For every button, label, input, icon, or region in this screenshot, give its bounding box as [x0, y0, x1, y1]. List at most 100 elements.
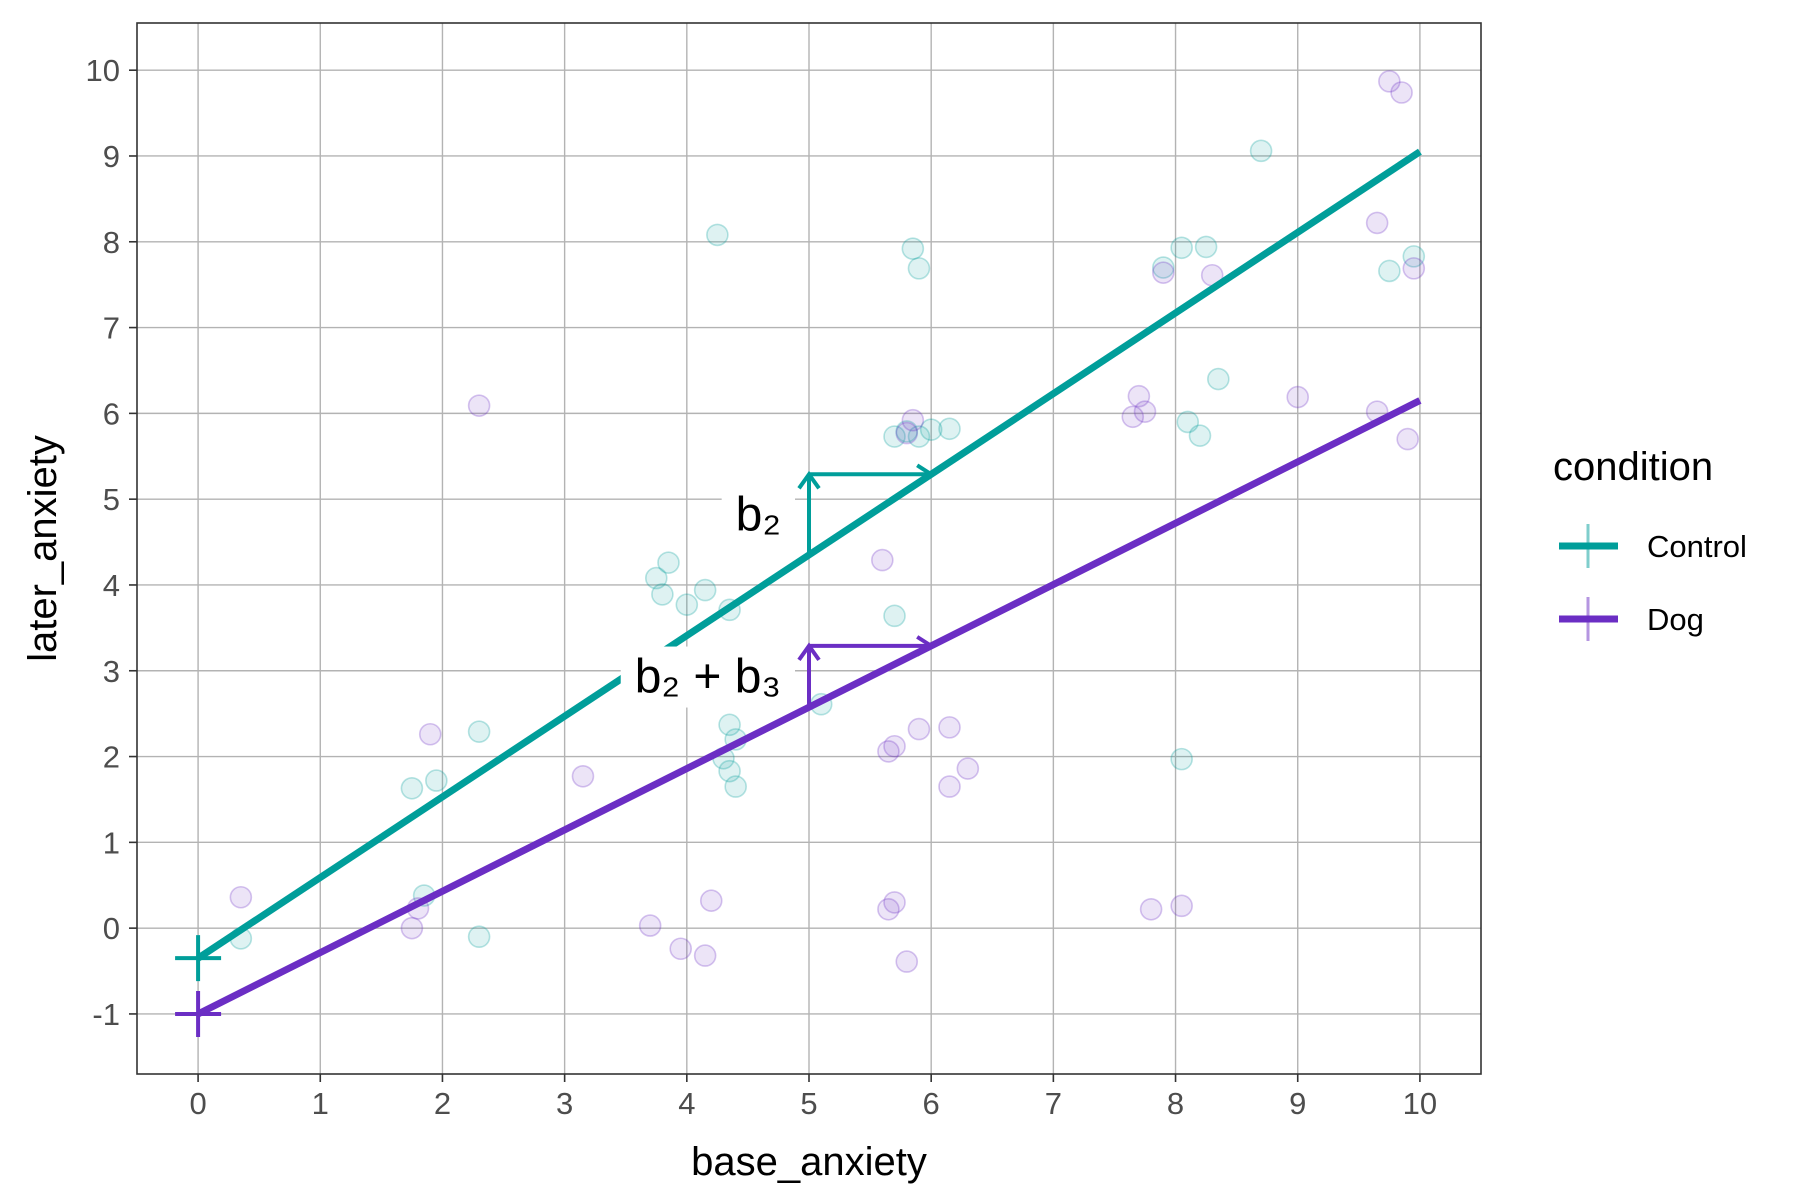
coefficient-annotations: b₂ b₂ + b₃	[620, 463, 935, 708]
data-point-control	[1402, 245, 1426, 268]
data-point-control	[907, 425, 931, 448]
legend-label: Control	[1647, 529, 1747, 564]
data-point-dog	[938, 716, 961, 739]
x-tick-label: 2	[434, 1086, 451, 1121]
data-point-control	[657, 551, 680, 574]
y-tick-label: 7	[103, 311, 120, 346]
data-point-dog	[699, 889, 723, 912]
data-point-control	[1170, 236, 1193, 260]
data-point-control	[1170, 747, 1193, 771]
data-point-control	[919, 418, 943, 441]
data-point-control	[938, 417, 961, 441]
data-point-control	[706, 223, 729, 247]
x-tick-label: 5	[800, 1086, 817, 1121]
data-point-dog	[895, 421, 919, 445]
x-tick-labels: 0 1 2 3 4 5 6 7 8 9 10	[189, 1086, 1437, 1121]
data-point-control	[718, 759, 741, 783]
y-tick-label: 1	[103, 825, 120, 860]
legend-title: condition	[1553, 445, 1713, 489]
data-point-control	[467, 720, 491, 743]
annotation-label: b₂ + b₃	[635, 651, 781, 704]
data-point-control	[718, 713, 741, 737]
data-point-control	[907, 257, 931, 280]
data-point-dog	[1286, 385, 1310, 409]
data-point-dog	[883, 734, 906, 758]
annotation-label: b₂	[736, 489, 781, 542]
data-point-dog	[956, 757, 980, 780]
annotation-label-background	[721, 484, 795, 546]
data-point-control	[651, 583, 674, 606]
data-point-control	[724, 775, 747, 798]
x-tick-label: 3	[556, 1086, 573, 1121]
data-point-dog	[1365, 211, 1389, 235]
data-point-dog	[1127, 384, 1151, 408]
data-point-dog	[871, 548, 894, 572]
data-point-dog	[638, 914, 662, 937]
data-point-dog	[467, 394, 491, 417]
x-axis-title: base_anxiety	[691, 1140, 927, 1184]
grid-lines	[137, 23, 1481, 1074]
y-axis-title: later_anxiety	[21, 435, 65, 662]
data-point-control	[400, 776, 424, 800]
data-point-control	[895, 420, 919, 443]
data-points	[229, 70, 1426, 973]
data-point-dog	[895, 950, 919, 973]
data-point-dog	[229, 885, 253, 909]
data-point-dog	[1152, 261, 1175, 284]
annotation-label-group: b₂	[721, 484, 795, 546]
y-tick-label: 8	[103, 225, 120, 260]
legend-label: Dog	[1647, 602, 1704, 637]
data-point-control	[675, 593, 699, 616]
axis-ticks	[129, 69, 1421, 1082]
data-point-dog	[907, 717, 931, 741]
data-point-dog	[669, 937, 693, 961]
data-point-control	[883, 604, 906, 628]
data-point-control	[693, 578, 717, 602]
x-tick-label: 9	[1289, 1086, 1306, 1121]
y-tick-label: 6	[103, 396, 120, 431]
data-point-dog	[1133, 400, 1157, 423]
data-point-dog	[1390, 81, 1413, 104]
data-point-control	[1378, 259, 1401, 283]
data-point-control	[1194, 235, 1218, 259]
data-point-dog	[901, 408, 925, 432]
data-point-dog	[400, 916, 424, 940]
data-point-control	[1188, 424, 1212, 447]
y-tick-label: 3	[103, 654, 120, 689]
y-tick-label: 9	[103, 139, 120, 174]
slope-step-arrowhead-right	[916, 635, 935, 657]
slope-step-arrowhead-right	[916, 463, 935, 485]
y-tick-label: -1	[92, 997, 120, 1032]
data-point-dog	[418, 722, 442, 746]
y-tick-label: 4	[103, 568, 120, 603]
data-point-dog	[1170, 894, 1193, 918]
data-point-dog	[1396, 427, 1419, 451]
data-point-dog	[693, 944, 717, 967]
data-point-control	[425, 769, 448, 792]
x-tick-label: 1	[312, 1086, 329, 1121]
data-point-control	[883, 425, 906, 448]
x-tick-label: 6	[923, 1086, 940, 1121]
y-tick-label: 0	[103, 911, 120, 946]
data-point-dog	[938, 775, 961, 798]
data-point-dog	[1139, 897, 1163, 921]
data-point-control	[644, 566, 668, 590]
y-tick-label: 10	[86, 53, 120, 88]
data-point-control	[1176, 410, 1200, 434]
annotation-label-background	[620, 646, 795, 708]
data-point-control	[1207, 367, 1230, 391]
data-point-dog	[883, 891, 906, 914]
data-point-dog	[1378, 70, 1401, 93]
data-point-control	[467, 925, 491, 949]
x-tick-label: 10	[1403, 1086, 1437, 1121]
data-point-control	[1249, 139, 1273, 163]
x-tick-label: 0	[189, 1086, 206, 1121]
data-point-dog	[571, 764, 595, 788]
legend: condition Control Dog	[1553, 445, 1747, 641]
data-point-control	[901, 237, 925, 260]
x-tick-label: 8	[1167, 1086, 1184, 1121]
x-tick-label: 4	[678, 1086, 695, 1121]
y-tick-label: 5	[103, 482, 120, 517]
data-point-dog	[877, 740, 900, 763]
